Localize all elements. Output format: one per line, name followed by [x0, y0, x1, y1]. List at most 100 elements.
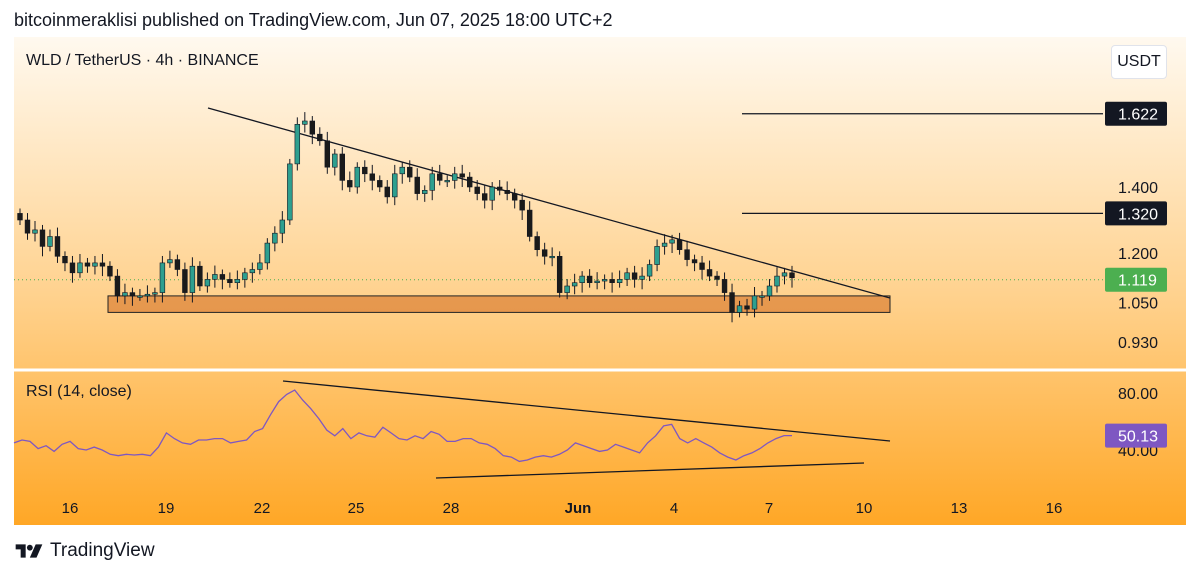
candle-body — [54, 236, 61, 257]
candle-body — [137, 295, 143, 298]
candle-body — [174, 259, 181, 270]
candle-body — [332, 153, 338, 168]
time-tick-label: 4 — [670, 500, 678, 517]
candle-body — [579, 275, 585, 284]
candle-body — [481, 193, 488, 201]
candle-body — [339, 153, 345, 181]
candle-body — [159, 262, 166, 293]
candle-body — [144, 293, 151, 297]
candle-body — [789, 272, 795, 279]
candle-body — [84, 262, 91, 267]
candle-body — [691, 259, 698, 264]
candle-body — [759, 295, 765, 298]
time-tick-label: 22 — [254, 500, 271, 517]
candle-body — [706, 269, 713, 277]
candle-body — [744, 305, 750, 310]
candle-body — [167, 259, 173, 264]
candle-body — [279, 219, 286, 234]
candle-body — [594, 280, 600, 283]
candle-body — [661, 242, 668, 247]
candle-body — [122, 292, 128, 297]
candle-body — [114, 275, 121, 297]
candle-body — [489, 186, 495, 201]
candle-body — [407, 166, 413, 178]
time-tick-label: 13 — [951, 500, 968, 517]
candle-body — [526, 209, 533, 237]
time-tick-label: 19 — [158, 500, 175, 517]
time-tick-label: 7 — [765, 500, 773, 517]
candle-body — [736, 305, 743, 313]
candle-body — [242, 272, 248, 280]
candle-body — [721, 279, 728, 293]
candle-body — [459, 173, 465, 178]
time-tick-label: 25 — [348, 500, 365, 517]
rsi-indicator-title[interactable]: RSI (14, close) — [26, 383, 132, 400]
candle-body — [766, 285, 773, 297]
candle-body — [511, 193, 518, 201]
candle-body — [272, 232, 278, 244]
candle-body — [107, 265, 113, 277]
rsi-pane — [13, 380, 891, 479]
candle-body — [467, 176, 473, 188]
candle-body — [24, 219, 31, 234]
price-tick-label: 1.400 — [1118, 180, 1158, 197]
rsi-lower-trendline — [435, 462, 865, 479]
candle-body — [287, 163, 293, 221]
candle-body — [302, 120, 308, 125]
candle-body — [204, 279, 211, 287]
candle-body — [39, 229, 46, 247]
currency-button[interactable]: USDT — [1111, 45, 1167, 79]
candle-body — [249, 269, 256, 274]
time-axis: 16 19 22 25 28 Jun 4 7 10 13 16 — [62, 500, 1063, 517]
candle-body — [684, 249, 690, 260]
price-pane — [14, 107, 1103, 323]
candle-body — [729, 292, 735, 313]
brand-name: TradingView — [50, 540, 155, 561]
time-tick-label: 16 — [1046, 500, 1063, 517]
price-badge — [1105, 101, 1167, 126]
price-badge-label: 1.119 — [1118, 273, 1157, 290]
rsi-tick-label: 80.00 — [1118, 386, 1158, 403]
candle-body — [669, 239, 675, 244]
candle-body — [152, 292, 158, 295]
rsi-upper-trendline — [282, 380, 891, 442]
candle-body — [294, 124, 301, 165]
candle-body — [496, 186, 503, 191]
candle-body — [189, 265, 196, 293]
candle-body — [309, 120, 316, 135]
candle-body — [474, 186, 480, 194]
candle-body — [227, 279, 233, 283]
candle-body — [774, 275, 780, 287]
candle-body — [519, 199, 525, 211]
candle-body — [549, 255, 555, 259]
candle-body — [369, 173, 375, 181]
candle-body — [414, 176, 420, 194]
candle-body — [541, 249, 548, 257]
candle-body — [32, 229, 38, 234]
candle-body — [347, 180, 353, 188]
candle-body — [182, 269, 188, 293]
time-tick-label: Jun — [565, 500, 592, 517]
candle-body — [601, 279, 608, 282]
candle-body — [377, 180, 383, 188]
rsi-line — [13, 389, 792, 463]
candle-body — [219, 274, 226, 280]
rsi-value-badge — [1105, 423, 1167, 448]
rsi-value-label: 50.13 — [1118, 429, 1158, 446]
candle-body — [609, 279, 615, 283]
time-tick-label: 16 — [62, 500, 79, 517]
candle-body — [631, 272, 638, 280]
price-tick-label: 1.050 — [1118, 296, 1158, 313]
tradingview-brand[interactable]: TradingView — [14, 540, 155, 562]
price-badge — [1105, 201, 1167, 226]
candle-body — [452, 173, 458, 181]
candle-body — [212, 274, 218, 280]
price-axis: 1.4001.2001.0500.93080.0040.001.6221.320… — [1105, 101, 1167, 460]
candle-body — [624, 272, 630, 280]
price-tick-label: 1.200 — [1118, 246, 1158, 263]
candle-body — [62, 255, 68, 264]
candle-body — [257, 262, 263, 270]
candle-body — [264, 242, 271, 264]
symbol-title[interactable]: WLD / TetherUS · 4h · BINANCE — [26, 52, 259, 69]
